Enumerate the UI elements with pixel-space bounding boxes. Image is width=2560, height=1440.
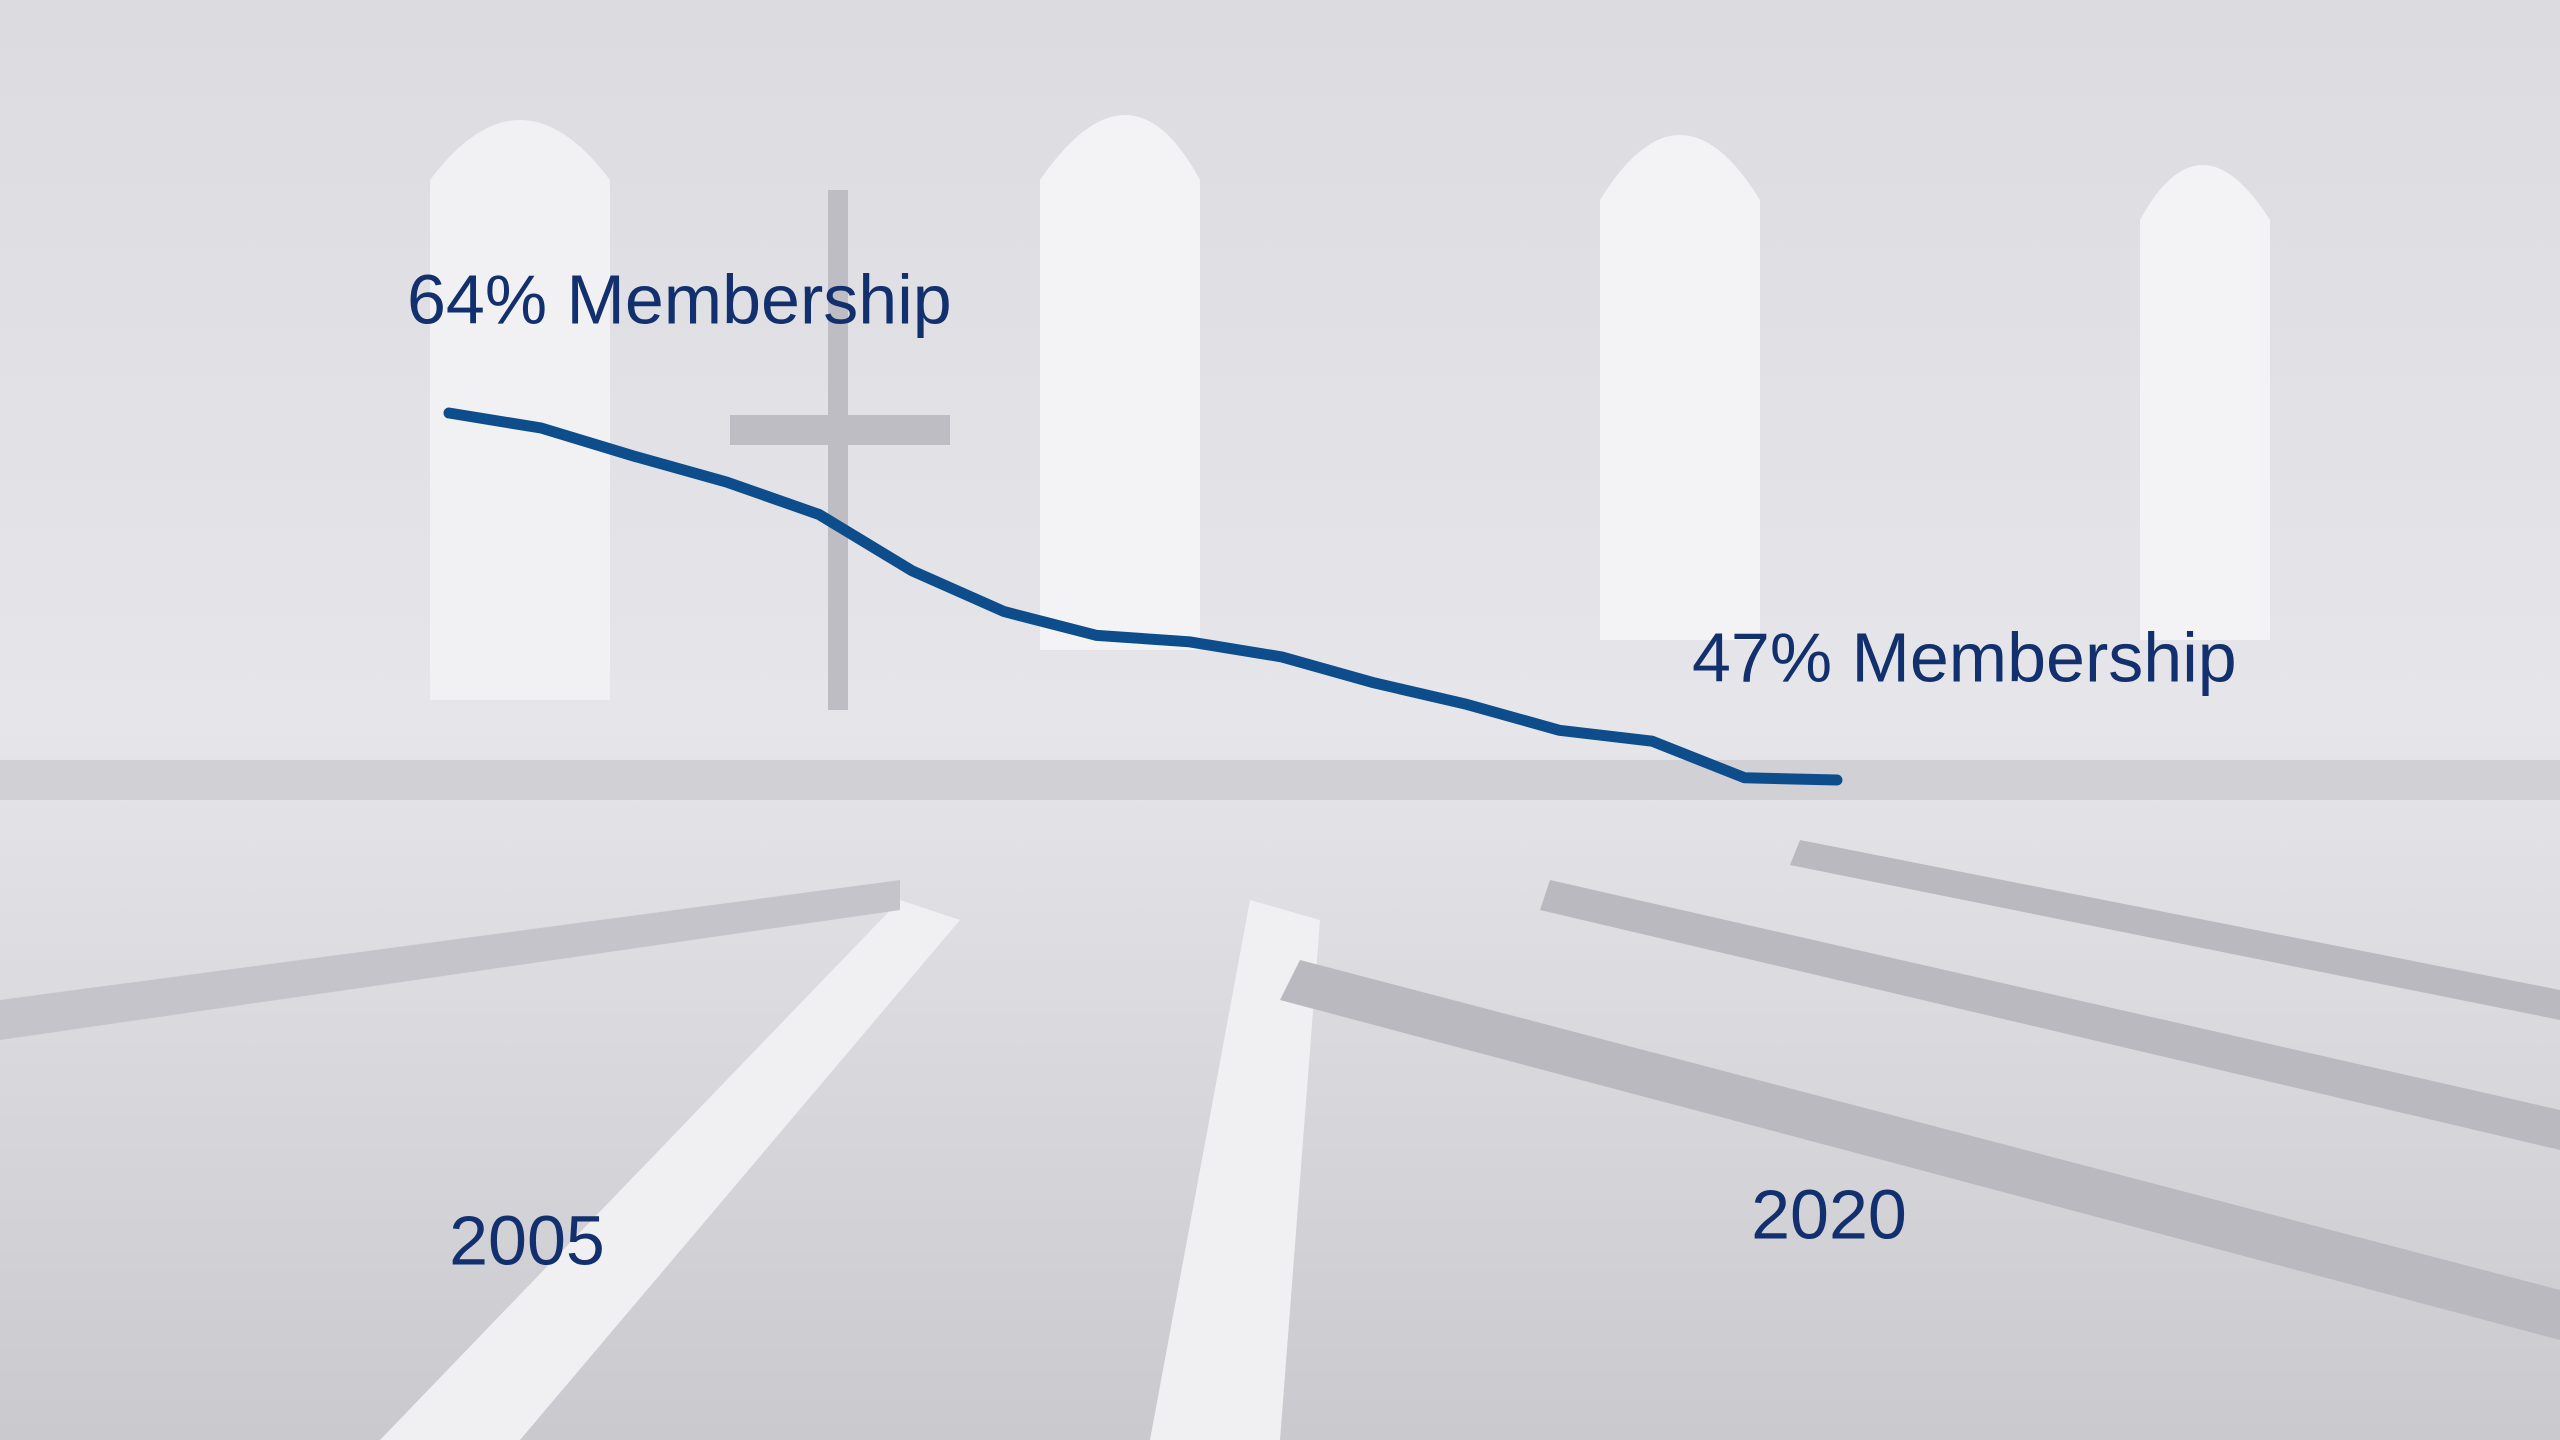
slide: 64% Membership 47% Membership 2005 2020 [0, 0, 2560, 1440]
background [0, 0, 2560, 1440]
x-tick-label: 2020 [1751, 1175, 1907, 1253]
value-label: 64% Membership [407, 260, 952, 338]
value-label: 47% Membership [1692, 618, 2237, 696]
x-tick-label: 2005 [449, 1201, 605, 1279]
